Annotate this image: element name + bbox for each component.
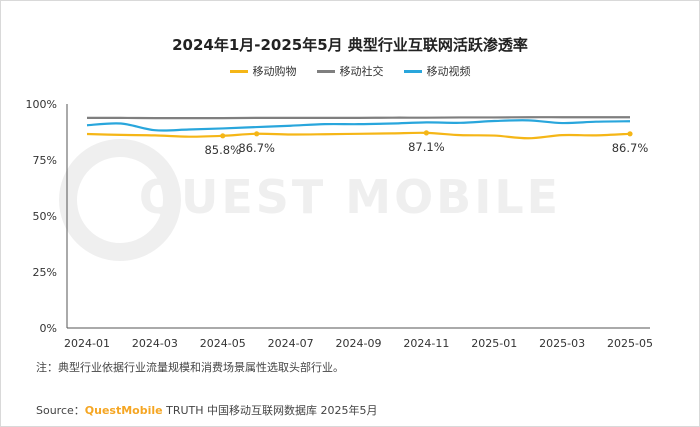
legend-swatch-social [316, 69, 335, 73]
legend-label-shopping: 移动购物 [252, 65, 297, 78]
x-tick-label: 2024-09 [336, 337, 382, 350]
legend-label-social: 移动社交 [339, 65, 384, 78]
source-brand: QuestMobile [84, 404, 163, 417]
legend-swatch-shopping [229, 69, 248, 73]
series-line-video [86, 119, 631, 132]
data-point-shopping [627, 131, 633, 137]
x-tick-label: 2024-05 [200, 337, 246, 350]
footnote: 注：典型行业依据行业流量规模和消费场景属性选取头部行业。 [36, 361, 344, 374]
legend-item-shopping: 移动购物 [229, 63, 297, 79]
y-tick-label: 100% [26, 98, 57, 111]
x-tick-label: 2024-01 [64, 337, 110, 350]
legend-item-video: 移动视频 [403, 63, 471, 79]
data-point-shopping [423, 130, 429, 136]
data-label: 86.7% [612, 141, 649, 155]
x-tick-label: 2024-11 [403, 337, 449, 350]
x-tick-label: 2025-01 [471, 337, 517, 350]
legend-item-social: 移动社交 [316, 63, 384, 79]
y-tick-label: 0% [40, 322, 57, 335]
chart-title: 2024年1月-2025年5月 典型行业互联网活跃渗透率 [172, 36, 528, 54]
watermark-text: QUEST MOBILE [139, 170, 561, 224]
x-tick-label: 2024-07 [268, 337, 314, 350]
legend-swatch-video [403, 69, 422, 73]
x-tick-label: 2024-03 [132, 337, 178, 350]
y-tick-label: 25% [33, 266, 57, 279]
source-prefix: Source： [36, 404, 85, 417]
data-point-shopping [254, 131, 260, 137]
watermark-logo [59, 139, 181, 261]
series-line-social [86, 116, 630, 120]
legend-label-video: 移动视频 [426, 65, 471, 78]
x-tick-label: 2025-03 [539, 337, 585, 350]
chart-legend: 移动购物 移动社交 移动视频 [0, 63, 700, 79]
series-line-shopping [86, 131, 631, 140]
x-tick-label: 2025-05 [607, 337, 653, 350]
y-tick-label: 50% [33, 210, 57, 223]
data-point-shopping [220, 133, 226, 139]
data-label: 85.8% [204, 143, 241, 157]
y-tick-label: 75% [33, 154, 57, 167]
data-label: 86.7% [238, 141, 275, 155]
data-label: 87.1% [408, 140, 445, 154]
source-line: Source：QuestMobile TRUTH 中国移动互联网数据库 2025… [36, 402, 378, 418]
source-rest: TRUTH 中国移动互联网数据库 2025年5月 [162, 404, 378, 417]
